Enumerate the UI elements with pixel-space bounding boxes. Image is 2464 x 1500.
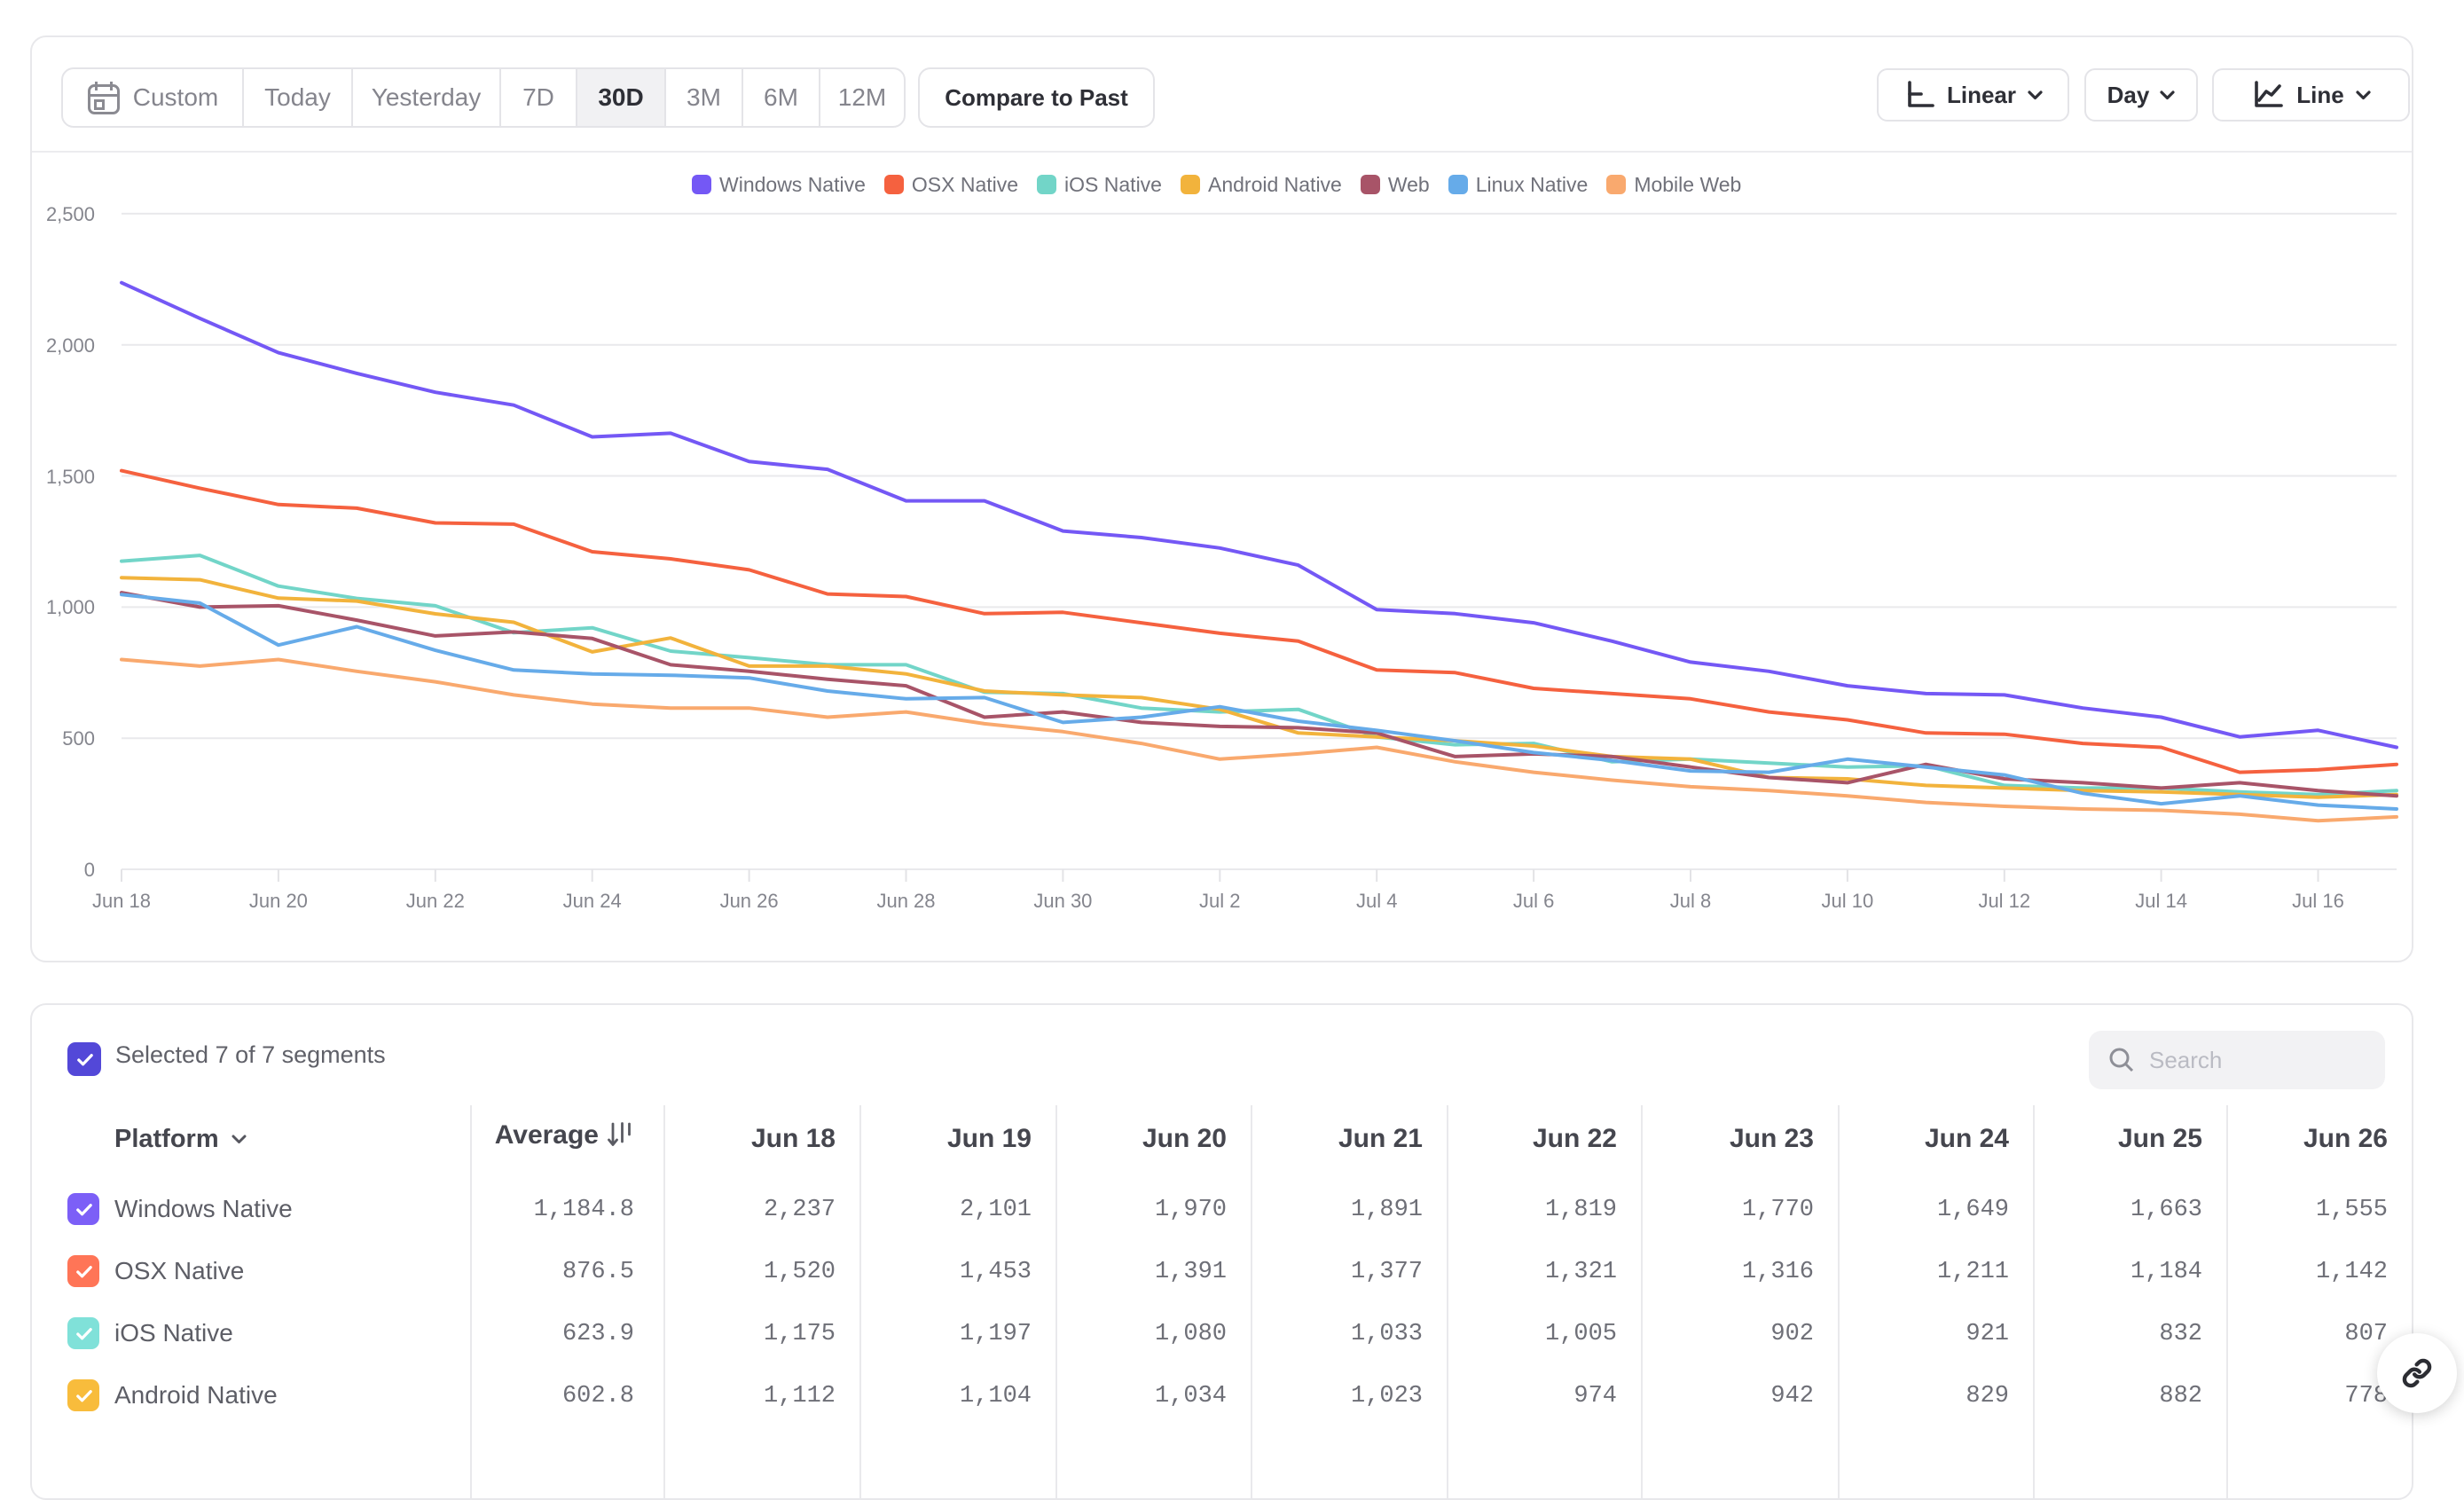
svg-text:1,000: 1,000 bbox=[46, 596, 95, 618]
svg-text:500: 500 bbox=[62, 727, 95, 750]
svg-text:0: 0 bbox=[84, 859, 95, 881]
svg-text:Jul 16: Jul 16 bbox=[2292, 890, 2344, 912]
svg-text:Jul 2: Jul 2 bbox=[1199, 890, 1240, 912]
svg-text:Jun 18: Jun 18 bbox=[92, 890, 151, 912]
svg-text:Jun 22: Jun 22 bbox=[406, 890, 465, 912]
svg-text:Jun 28: Jun 28 bbox=[876, 890, 935, 912]
svg-text:Jul 8: Jul 8 bbox=[1670, 890, 1711, 912]
svg-text:1,500: 1,500 bbox=[46, 466, 95, 488]
svg-text:Jun 24: Jun 24 bbox=[563, 890, 622, 912]
svg-text:Jun 26: Jun 26 bbox=[720, 890, 779, 912]
svg-text:Jul 14: Jul 14 bbox=[2135, 890, 2187, 912]
svg-text:Jun 20: Jun 20 bbox=[249, 890, 308, 912]
svg-text:Jul 6: Jul 6 bbox=[1513, 890, 1554, 912]
svg-text:Jul 12: Jul 12 bbox=[1978, 890, 2030, 912]
svg-text:2,500: 2,500 bbox=[46, 203, 95, 225]
svg-text:Jun 30: Jun 30 bbox=[1033, 890, 1092, 912]
svg-text:Jul 4: Jul 4 bbox=[1356, 890, 1397, 912]
svg-text:2,000: 2,000 bbox=[46, 334, 95, 357]
svg-text:Jul 10: Jul 10 bbox=[1822, 890, 1874, 912]
